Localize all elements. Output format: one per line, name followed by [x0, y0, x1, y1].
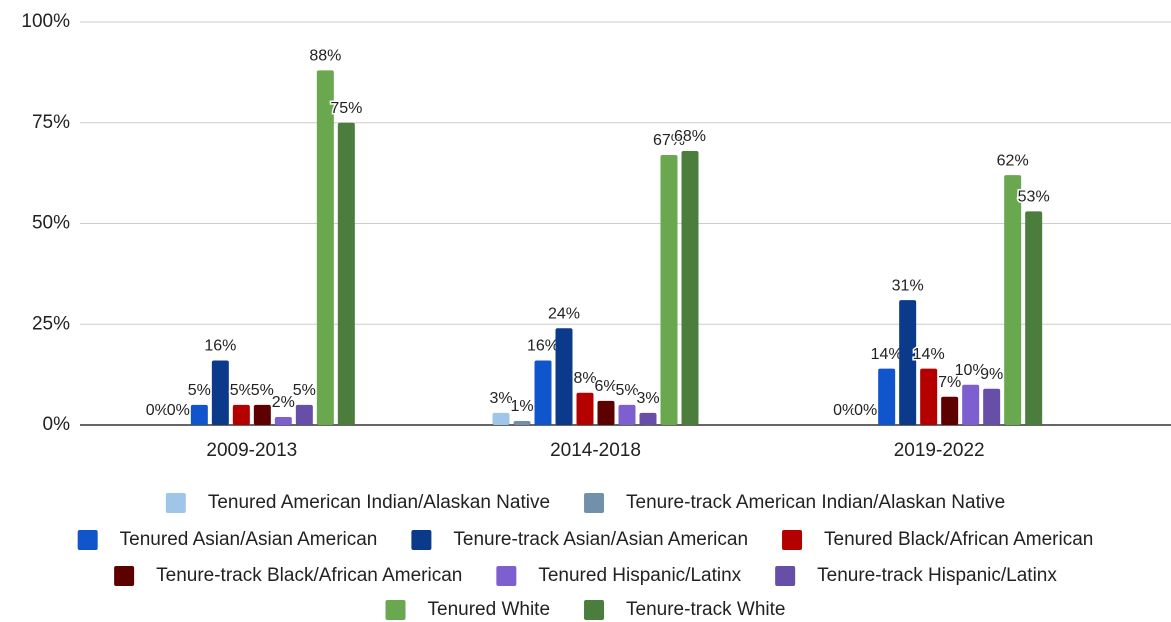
y-tick-label: 100% — [21, 11, 70, 32]
bar — [295, 404, 313, 425]
bar — [274, 416, 292, 425]
value-label: 31% — [892, 277, 924, 294]
legend-label: Tenured White — [428, 599, 551, 620]
legend-label: Tenure-track American Indian/Alaskan Nat… — [626, 492, 1005, 513]
value-label: 88% — [309, 48, 341, 65]
bar — [576, 392, 594, 425]
bar — [920, 368, 938, 425]
value-label: 3% — [636, 390, 659, 407]
bar — [681, 150, 699, 425]
value-label: 14% — [913, 346, 945, 363]
legend-swatch — [77, 530, 98, 550]
legend-label: Tenured American Indian/Alaskan Native — [208, 492, 550, 513]
legend-swatch — [782, 530, 803, 550]
value-label: 5% — [251, 382, 274, 399]
value-label: 10% — [955, 362, 987, 379]
value-label: 3% — [489, 390, 512, 407]
value-label: 0% — [167, 402, 190, 419]
bar — [337, 122, 355, 425]
value-label: 67% — [653, 132, 685, 149]
bar — [534, 360, 552, 425]
legend-label: Tenured Black/African American — [824, 529, 1093, 550]
value-label: 2% — [272, 394, 295, 411]
legend-label: Tenure-track White — [626, 599, 785, 620]
legend-row: Tenure-track Black/African American Tenur… — [114, 565, 1057, 586]
y-tick-label: 50% — [32, 213, 70, 234]
value-label: 5% — [188, 382, 211, 399]
bar — [983, 388, 1001, 425]
x-tick-label: 2019-2022 — [894, 440, 985, 461]
bar — [253, 404, 271, 425]
bar — [190, 404, 208, 425]
value-label: 5% — [293, 382, 316, 399]
bar — [1025, 211, 1043, 425]
bar — [962, 384, 980, 425]
bar — [513, 420, 531, 425]
legend-swatch — [385, 600, 406, 620]
value-label: 7% — [938, 374, 961, 391]
value-label: 24% — [548, 305, 580, 322]
legend-swatch — [165, 493, 186, 513]
bar — [899, 300, 917, 425]
legend-row: Tenured American Indian/Alaskan Native Te… — [165, 492, 1005, 513]
legend-swatch — [584, 600, 605, 620]
legend-swatch — [114, 566, 135, 586]
bar — [232, 404, 250, 425]
legend-label: Tenured Asian/Asian American — [120, 529, 378, 550]
legend-swatch — [411, 530, 432, 550]
value-label: 75% — [330, 100, 362, 117]
bar — [211, 360, 229, 425]
legend-label: Tenure-track Hispanic/Latinx — [817, 565, 1057, 586]
value-label: 16% — [204, 338, 236, 355]
bar — [639, 412, 657, 425]
bar — [492, 412, 510, 425]
bar — [618, 404, 636, 425]
value-label: 68% — [674, 128, 706, 145]
value-label: 9% — [980, 366, 1003, 383]
value-label: 8% — [573, 370, 596, 387]
value-label: 0% — [833, 402, 856, 419]
x-tick-label: 2014-2018 — [550, 440, 641, 461]
legend-label: Tenure-track Black/African American — [156, 565, 462, 586]
value-label: 1% — [510, 398, 533, 415]
value-label: 5% — [230, 382, 253, 399]
value-label: 0% — [854, 402, 877, 419]
value-label: 0% — [146, 402, 169, 419]
legend-label: Tenure-track Asian/Asian American — [453, 529, 748, 550]
bar — [660, 154, 678, 426]
bar — [316, 70, 334, 426]
legend-row: Tenured White Tenure-track White — [385, 599, 785, 620]
y-tick-label: 25% — [32, 313, 70, 334]
bar — [555, 328, 573, 425]
legend-swatch — [775, 566, 796, 586]
value-label: 62% — [997, 152, 1029, 169]
bar — [878, 368, 896, 425]
y-tick-label: 0% — [43, 414, 71, 435]
x-tick-label: 2009-2013 — [206, 440, 297, 461]
legend-swatch — [496, 566, 517, 586]
legend-label: Tenured Hispanic/Latinx — [538, 565, 741, 586]
bar — [597, 400, 615, 425]
value-label: 6% — [594, 378, 617, 395]
value-label: 5% — [615, 382, 638, 399]
y-tick-label: 75% — [32, 112, 70, 133]
legend-row: Tenured Asian/Asian American Tenure-track… — [77, 529, 1093, 550]
bar — [941, 396, 959, 425]
value-label: 14% — [871, 346, 903, 363]
value-label: 16% — [527, 338, 559, 355]
value-label: 53% — [1018, 189, 1050, 206]
bar — [1004, 175, 1022, 425]
legend-swatch — [584, 493, 605, 513]
